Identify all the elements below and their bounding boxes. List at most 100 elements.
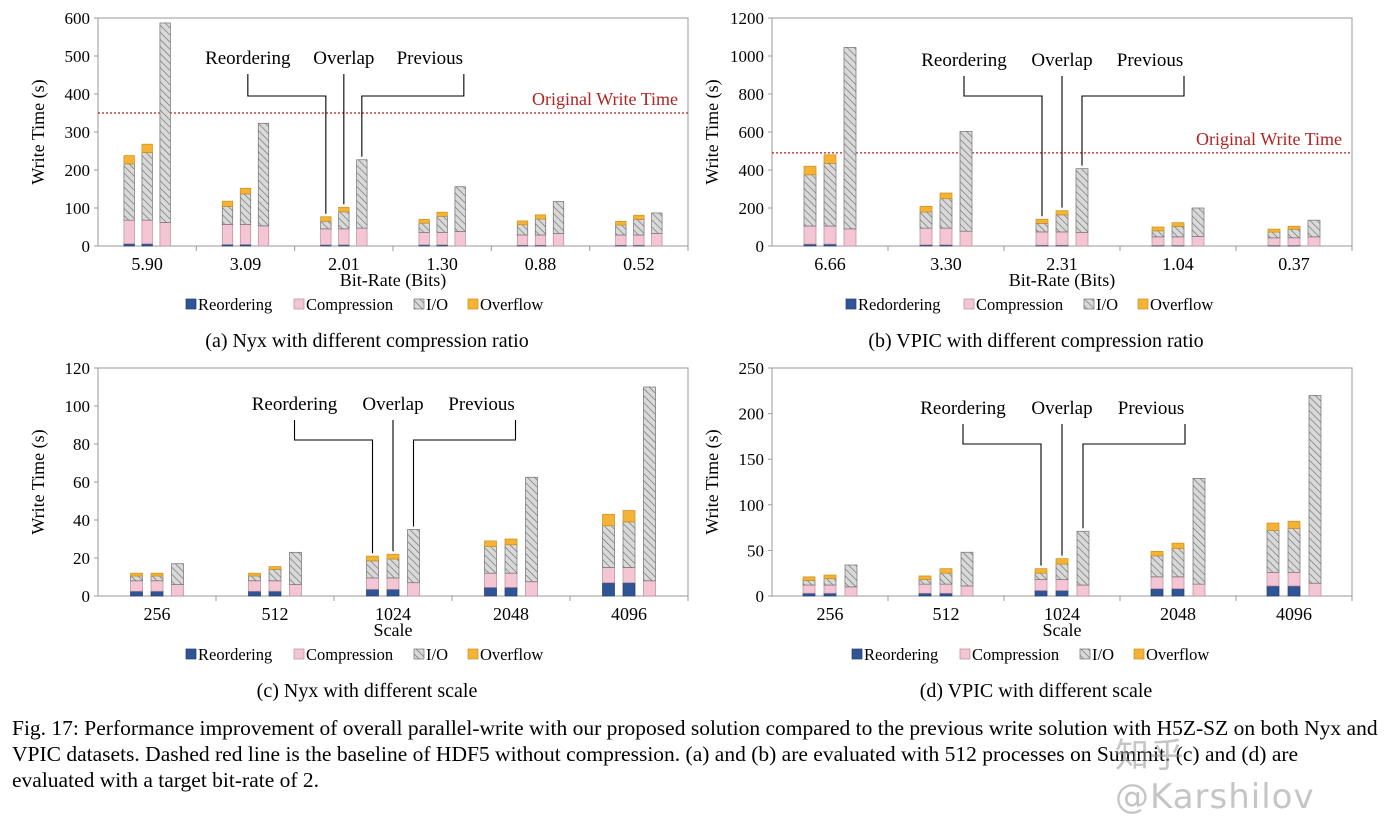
y-tick-label: 120 xyxy=(65,359,91,378)
legend-label-1: Reordering xyxy=(198,295,272,314)
bar-segment-compression xyxy=(1192,583,1206,597)
bar-segment-i/o xyxy=(803,174,817,227)
bar-segment-i/o xyxy=(150,575,164,582)
bar-segment-compression xyxy=(221,223,234,245)
bar-segment-overflow xyxy=(1266,522,1280,531)
chart-panel-b: 0 200 400 600 800 1000 1200 Write Time (s) Bit-R… xyxy=(702,9,1353,352)
legend-swatch-3 xyxy=(413,298,425,310)
bar-segment-reordering xyxy=(1266,585,1280,597)
bar-segment-compression xyxy=(1308,582,1322,597)
annotation-line-reordering xyxy=(963,76,1043,217)
reference-line-label: Original Write Time xyxy=(532,89,678,109)
bar-segment-compression xyxy=(802,584,816,594)
bar-segment-compression xyxy=(651,233,663,247)
annotation-previous: Previous xyxy=(397,48,464,69)
x-tick-label: 3.30 xyxy=(930,254,962,274)
bar-segment-compression xyxy=(407,582,420,597)
y-tick-label: 200 xyxy=(65,161,91,180)
legend-swatch-4 xyxy=(1137,298,1149,310)
bar-segment-compression xyxy=(803,225,817,245)
bar-segment-i/o xyxy=(959,131,973,232)
bar-segment-compression xyxy=(484,572,497,588)
bar-segment-i/o xyxy=(1075,168,1089,233)
plot-frame xyxy=(97,17,689,247)
legend-label-3: I/O xyxy=(1096,295,1118,314)
annotation-overlap: Overlap xyxy=(1031,50,1092,71)
bar-segment-i/o xyxy=(268,569,282,582)
bar-segment-reordering xyxy=(150,590,164,597)
y-tick-label: 1000 xyxy=(730,47,764,66)
bar-segment-compression xyxy=(1307,236,1321,247)
legend-label-4: Overflow xyxy=(1146,645,1209,664)
bar-segment-compression xyxy=(1287,571,1301,587)
legend-swatch-2 xyxy=(959,648,971,660)
bar-segment-compression xyxy=(525,581,538,597)
annotation-line-previous xyxy=(412,420,517,527)
figure-caption: Fig. 17: Performance improvement of over… xyxy=(12,716,1378,792)
bar-segment-overflow xyxy=(615,220,627,226)
bar-segment-i/o xyxy=(1076,530,1090,586)
bar-segment-i/o xyxy=(802,580,816,586)
bar-segment-reordering xyxy=(1150,588,1164,597)
bar-segment-i/o xyxy=(843,47,857,230)
bar-segment-compression xyxy=(356,227,368,247)
bar-segment-compression xyxy=(130,580,143,592)
x-tick-label: 4096 xyxy=(1276,604,1312,624)
annotation-previous: Previous xyxy=(448,394,515,415)
x-axis-label: Scale xyxy=(374,620,413,640)
bar-segment-i/o xyxy=(1287,228,1301,239)
bar-segment-compression xyxy=(123,219,135,245)
bar-segment-compression xyxy=(141,219,153,245)
legend-label-1: Reordering xyxy=(864,645,938,664)
chart-panel-a: 0 100 200 300 400 500 600 Write Time (s) Bit-Rat… xyxy=(28,9,689,352)
bar-segment-overflow xyxy=(823,154,837,164)
bar-segment-compression xyxy=(552,233,565,247)
bar-segment-overflow xyxy=(386,553,400,560)
bar-segment-i/o xyxy=(1307,219,1321,238)
bar-segment-i/o xyxy=(939,572,953,585)
bar-segment-i/o xyxy=(823,578,837,586)
bar-segment-i/o xyxy=(1055,214,1069,233)
y-tick-label: 50 xyxy=(747,541,764,560)
x-axis-label: Bit-Rate (Bits) xyxy=(340,270,447,291)
x-tick-label: 512 xyxy=(933,604,960,624)
bar-segment-i/o xyxy=(1035,223,1049,233)
legend-swatch-1 xyxy=(845,298,857,310)
bar-segment-i/o xyxy=(171,563,184,585)
subfigure-caption: (a) Nyx with different compression ratio xyxy=(205,330,528,352)
y-tick-label: 200 xyxy=(739,199,765,218)
legend-label-2: Compression xyxy=(306,645,393,664)
bar-segment-reordering xyxy=(1171,588,1185,597)
bar-segment-i/o xyxy=(338,211,350,230)
bar-segment-compression xyxy=(1150,576,1164,590)
bar-segment-i/o xyxy=(257,122,270,227)
annotation-line-reordering xyxy=(247,74,327,214)
annotation-overlap: Overlap xyxy=(1031,398,1092,419)
annotation-overlap: Overlap xyxy=(313,48,374,69)
bar-segment-i/o xyxy=(651,212,663,234)
watermark: 知乎 @Karshilov xyxy=(1115,736,1315,817)
bar-segment-i/o xyxy=(602,525,615,568)
x-tick-label: 1024 xyxy=(375,604,411,624)
bar-segment-reordering xyxy=(386,588,400,597)
bar-segment-i/o xyxy=(1287,528,1301,573)
bar-segment-compression xyxy=(1034,579,1048,591)
bar-segment-reordering xyxy=(823,592,837,597)
bar-segment-overflow xyxy=(436,211,448,217)
bar-segment-overflow xyxy=(1171,542,1185,549)
bar-segment-overflow xyxy=(1034,568,1048,574)
bar-segment-i/o xyxy=(844,564,858,588)
legend-swatch-4 xyxy=(467,648,479,660)
bar-segment-i/o xyxy=(939,198,953,229)
x-tick-label: 2.01 xyxy=(328,254,360,274)
bar-segment-overflow xyxy=(534,214,547,220)
bar-segment-reordering xyxy=(366,588,379,597)
annotation-reordering: Reordering xyxy=(252,394,338,415)
x-tick-label: 0.88 xyxy=(525,254,557,274)
y-tick-label: 300 xyxy=(65,123,91,142)
x-axis-label: Bit-Rate (Bits) xyxy=(1009,270,1116,291)
y-tick-label: 250 xyxy=(739,359,765,378)
bar-segment-compression xyxy=(248,580,261,592)
annotation-reordering: Reordering xyxy=(920,398,1006,419)
annotation-line-previous xyxy=(1082,424,1186,529)
